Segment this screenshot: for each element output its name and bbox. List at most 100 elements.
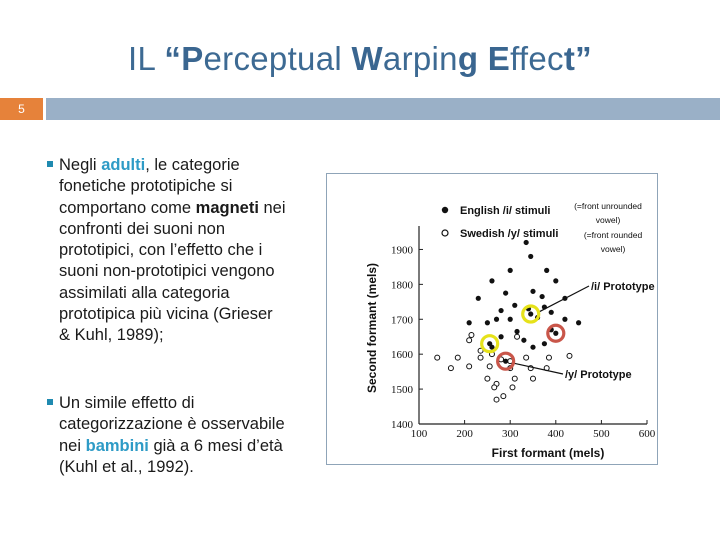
slide-title: IL “Perceptual Warping Effect” [0, 40, 720, 78]
x-axis-label: First formant (mels) [492, 446, 605, 460]
y-tick-label: 1400 [391, 419, 414, 431]
legend-filled-marker [441, 206, 449, 214]
formant-scatter-chart: 100 200 300 400 500 600 1400 1500 1600 1700 1800 19… [365, 201, 656, 460]
bold-magneti: magneti [195, 198, 259, 217]
title-part-4: arpin [382, 40, 458, 77]
paragraph-2: Un simile effetto di categorizzazione è … [47, 393, 287, 478]
swedish-stimulus-point [509, 384, 516, 391]
note-unrounded-2: vowel) [596, 215, 621, 225]
x-tick-label: 300 [502, 428, 519, 440]
swedish-stimulus-point [500, 393, 507, 400]
english-stimulus-point [530, 288, 536, 294]
highlight-adulti: adulti [101, 156, 146, 174]
english-stimulus-point [507, 316, 513, 322]
header-bar [46, 98, 720, 120]
swedish-stimulus-point [514, 333, 521, 340]
slide-number: 5 [18, 102, 25, 116]
english-stimulus-point [514, 328, 520, 335]
legend-open-marker [441, 229, 449, 237]
swedish-stimulus-point [523, 354, 530, 361]
legend-english-label: English /i/ stimuli [460, 205, 550, 217]
swedish-stimulus-point [486, 363, 493, 370]
title-part-9: t” [563, 40, 592, 77]
english-stimulus-point [493, 316, 500, 322]
y-prototype-pointer [513, 362, 564, 375]
swedish-stimulus-point [466, 363, 473, 370]
highlighted-point [487, 341, 493, 347]
highlighted-point [503, 358, 509, 364]
y-axis-label: Second formant (mels) [365, 263, 379, 393]
swedish-stimulus-point [545, 354, 552, 361]
swedish-stimulus-point [477, 354, 484, 361]
english-stimulus-point [507, 267, 513, 273]
i-prototype-pointer [538, 285, 590, 313]
note-rounded-1: (=front rounded [584, 230, 643, 240]
english-stimulus-point [498, 307, 504, 314]
swedish-stimulus-point [466, 337, 473, 344]
legend-swedish-label: Swedish /y/ stimuli [460, 228, 558, 240]
english-stimulus-point [562, 316, 568, 322]
english-stimulus-point [530, 344, 536, 350]
swedish-stimulus-point [530, 375, 536, 382]
x-tick-label: 400 [548, 428, 565, 440]
swedish-stimulus-point [477, 347, 484, 354]
english-stimulus-point [512, 302, 518, 308]
swedish-stimulus-point [484, 375, 491, 382]
english-stimulus-point [553, 278, 559, 284]
swedish-stimulus-point [491, 384, 498, 391]
note-unrounded-1: (=front unrounded [574, 201, 642, 211]
swedish-stimulus-point [493, 396, 500, 403]
highlight-ring-red [546, 323, 566, 343]
english-stimulus-point [528, 253, 534, 260]
highlight-ring-yellow [521, 304, 541, 324]
highlight-bambini: bambini [85, 436, 149, 455]
swedish-stimulus-point [454, 354, 461, 361]
y-tick-label: 1600 [391, 349, 414, 361]
slide-number-badge: 5 [0, 98, 43, 120]
bullet-square-icon [47, 399, 53, 405]
title-part-7: E [487, 40, 511, 77]
swedish-stimulus-point [434, 354, 441, 361]
y-tick-label: 1700 [391, 314, 414, 326]
x-tick-label: 200 [456, 428, 473, 440]
english-stimulus-point [521, 337, 527, 343]
highlight-ring-red [496, 351, 516, 371]
x-tick-label: 100 [411, 428, 428, 440]
x-tick-label: 600 [639, 428, 656, 440]
swedish-stimulus-point [447, 365, 454, 372]
formant-figure: 100 200 300 400 500 600 1400 1500 1600 1700 1800 19… [326, 173, 658, 465]
title-part-2: erceptual [203, 40, 352, 77]
title-part-6 [478, 40, 487, 77]
i-prototype-label: /i/ Prototype [591, 281, 655, 293]
english-stimulus-point [548, 309, 554, 315]
title-part-0: IL [128, 40, 165, 77]
english-stimulus-point [539, 293, 545, 300]
y-tick-label: 1800 [391, 279, 414, 291]
highlighted-point [528, 311, 534, 317]
y-tick-label: 1500 [391, 384, 414, 396]
title-part-1: “P [164, 40, 204, 77]
paragraph-1: Negli adulti, le categorie fonetiche pro… [47, 155, 287, 347]
x-tick-label: 500 [593, 428, 610, 440]
title-part-5: g [457, 40, 479, 77]
english-stimulus-point [576, 320, 582, 326]
note-rounded-2: vowel) [601, 244, 626, 254]
english-stimulus-point [484, 320, 490, 326]
english-stimulus-point [475, 295, 481, 301]
english-stimulus-point [498, 334, 504, 340]
title-part-3: W [351, 40, 383, 77]
swedish-stimulus-point [468, 331, 475, 338]
english-stimulus-point [523, 239, 529, 246]
english-stimulus-point [466, 320, 472, 326]
swedish-stimulus-point [511, 375, 518, 382]
title-part-8: ffec [510, 40, 564, 77]
english-stimulus-point [489, 278, 495, 284]
swedish-stimulus-point [566, 352, 573, 359]
bullet-square-icon [47, 161, 53, 167]
english-stimulus-point [503, 290, 509, 296]
english-stimulus-point [544, 267, 550, 273]
highlighted-point [553, 330, 559, 336]
y-prototype-label: /y/ Prototype [565, 369, 632, 381]
english-stimulus-point [541, 341, 547, 347]
y-tick-label: 1900 [391, 244, 414, 256]
